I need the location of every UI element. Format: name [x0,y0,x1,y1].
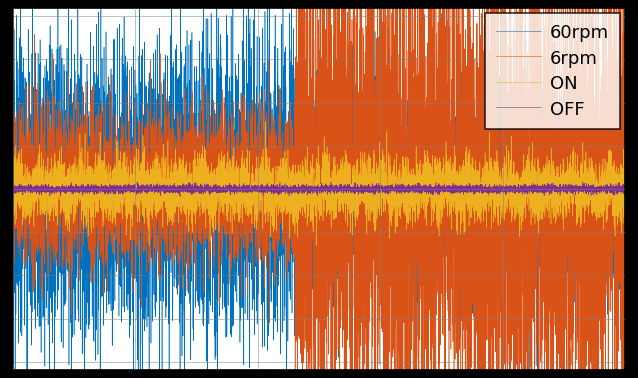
OFF [176,194,184,199]
6rpm [621,220,629,224]
OFF [621,187,629,192]
ON [231,182,239,187]
6rpm [292,5,300,10]
60rpm [621,127,629,132]
ON [262,119,269,124]
60rpm [398,208,406,213]
ON [463,181,471,186]
ON [9,182,17,187]
6rpm [293,368,301,373]
Line: OFF: OFF [13,182,625,197]
Line: 6rpm: 6rpm [13,8,625,370]
60rpm [231,163,239,167]
OFF [398,185,406,189]
ON [40,170,47,175]
OFF [231,188,239,192]
60rpm [40,187,47,192]
OFF [463,184,471,189]
60rpm [17,5,24,10]
60rpm [463,113,471,118]
6rpm [371,153,379,158]
ON [313,243,320,248]
60rpm [11,368,19,373]
OFF [496,189,503,194]
Line: ON: ON [13,122,625,245]
OFF [327,180,335,184]
ON [621,189,629,194]
60rpm [371,196,379,200]
6rpm [496,200,503,204]
ON [398,178,406,183]
6rpm [9,199,17,203]
ON [496,189,503,193]
60rpm [9,265,17,270]
OFF [40,183,47,188]
6rpm [398,342,406,347]
Legend: 60rpm, 6rpm, ON, OFF: 60rpm, 6rpm, ON, OFF [485,13,620,129]
OFF [9,191,17,195]
6rpm [40,223,47,228]
OFF [371,187,379,191]
6rpm [463,368,471,373]
Line: 60rpm: 60rpm [13,8,625,370]
60rpm [496,144,503,149]
6rpm [231,147,239,152]
ON [371,202,379,207]
